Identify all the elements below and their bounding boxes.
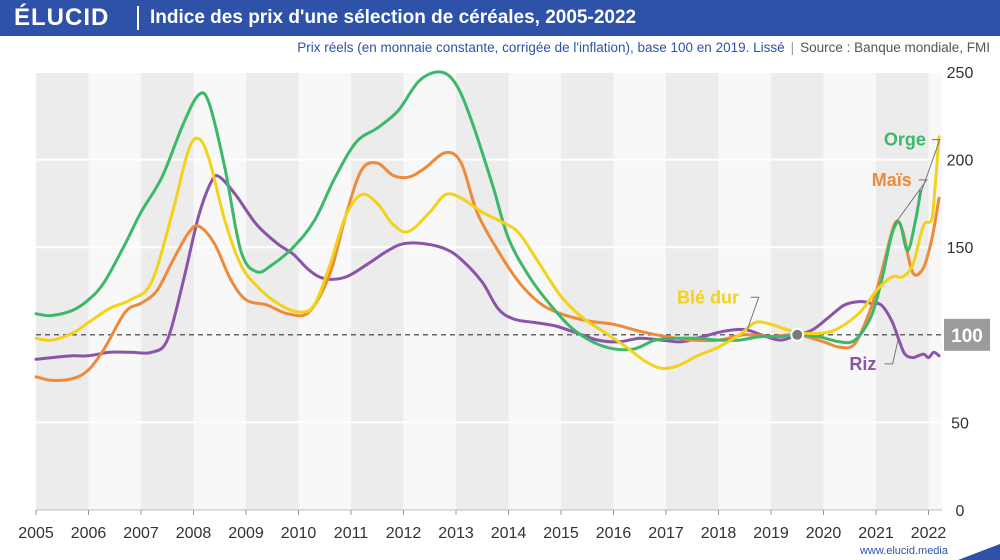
label-leader-ble-dur: [746, 296, 760, 330]
year-band: [928, 72, 942, 510]
base-year-marker: [790, 327, 805, 342]
label-leader-orge: [918, 139, 941, 199]
year-band: [456, 72, 509, 510]
x-tick-label: 2012: [386, 525, 422, 542]
y-tick-label: 0: [956, 503, 965, 520]
x-tick-label: 2020: [806, 525, 842, 542]
x-axis: 2005 2006 2007 2008 2009 2010 2011 2012 2013 2014…: [18, 510, 946, 542]
x-tick-label: 2015: [543, 525, 579, 542]
year-band: [561, 72, 614, 510]
x-tick-label: 2011: [334, 525, 369, 542]
year-band: [298, 72, 351, 510]
y-tick-label: 200: [947, 153, 974, 170]
x-tick-label: 2006: [71, 525, 107, 542]
y-tick-label: 150: [947, 240, 974, 257]
reference-label-box: [944, 318, 990, 351]
x-tick-label: 2016: [596, 525, 632, 542]
y-tick-label: 250: [947, 65, 974, 82]
year-band: [771, 72, 824, 510]
series-label-ble-dur: Blé dur: [677, 287, 739, 307]
subtitle-separator: |: [790, 40, 795, 55]
year-band: [876, 72, 929, 510]
year-band: [141, 72, 194, 510]
series-line-orge: [34, 70, 923, 352]
reference-label: 100: [951, 326, 983, 347]
x-tick-label: 2021: [858, 525, 894, 542]
label-leader-riz: [884, 339, 899, 365]
x-tick-label: 2007: [123, 525, 159, 542]
year-band: [718, 72, 771, 510]
x-tick-label: 2014: [491, 525, 527, 542]
year-band: [613, 72, 666, 510]
header-bar: ÉLUCID Indice des prix d'une sélection d…: [0, 0, 1000, 36]
series-label-mais: Maïs: [872, 170, 912, 190]
x-tick-label: 2013: [438, 525, 474, 542]
reference-line-group: 100: [36, 318, 990, 351]
footer-site: www.elucid.media: [859, 545, 948, 557]
footer-triangle-icon: [958, 544, 1000, 560]
chart-title: Indice des prix d'une sélection de céréa…: [150, 7, 637, 28]
series-line-ble-dur: [34, 135, 941, 370]
x-tick-label: 2010: [281, 525, 317, 542]
x-tick-label: 2017: [648, 525, 684, 542]
subtitle-text: Prix réels (en monnaie constante, corrig…: [297, 40, 785, 55]
year-band: [823, 72, 876, 510]
y-axis: 0 50 150 200 250: [947, 65, 974, 520]
x-tick-label: 2022: [911, 525, 947, 542]
source-note: Source : Banque mondiale, FMI: [800, 40, 990, 55]
year-band: [36, 72, 89, 510]
chart-subtitle: Prix réels (en monnaie constante, corrig…: [297, 40, 990, 55]
logo-divider: [137, 6, 139, 30]
series-label-orge: Orge: [884, 130, 926, 150]
x-tick-label: 2018: [701, 525, 737, 542]
footer: www.elucid.media: [850, 540, 1000, 560]
year-band: [508, 72, 561, 510]
label-leader-mais: [893, 179, 928, 225]
year-band: [351, 72, 404, 510]
x-tick-label: 2019: [753, 525, 789, 542]
series-labels: Orge Maïs Blé dur Riz: [677, 130, 941, 374]
year-band: [246, 72, 299, 510]
year-band: [403, 72, 456, 510]
series-line-riz: [34, 174, 941, 361]
x-tick-label: 2009: [228, 525, 264, 542]
x-tick-label: 2008: [176, 525, 212, 542]
series-label-riz: Riz: [849, 354, 876, 374]
brand-logo: ÉLUCID: [14, 4, 110, 31]
x-tick-label: 2005: [18, 525, 54, 542]
series-line-mais: [34, 150, 941, 382]
y-tick-label: 50: [951, 415, 969, 432]
year-band: [666, 72, 719, 510]
base-marker-group: [790, 327, 805, 342]
series-lines: [34, 70, 941, 382]
